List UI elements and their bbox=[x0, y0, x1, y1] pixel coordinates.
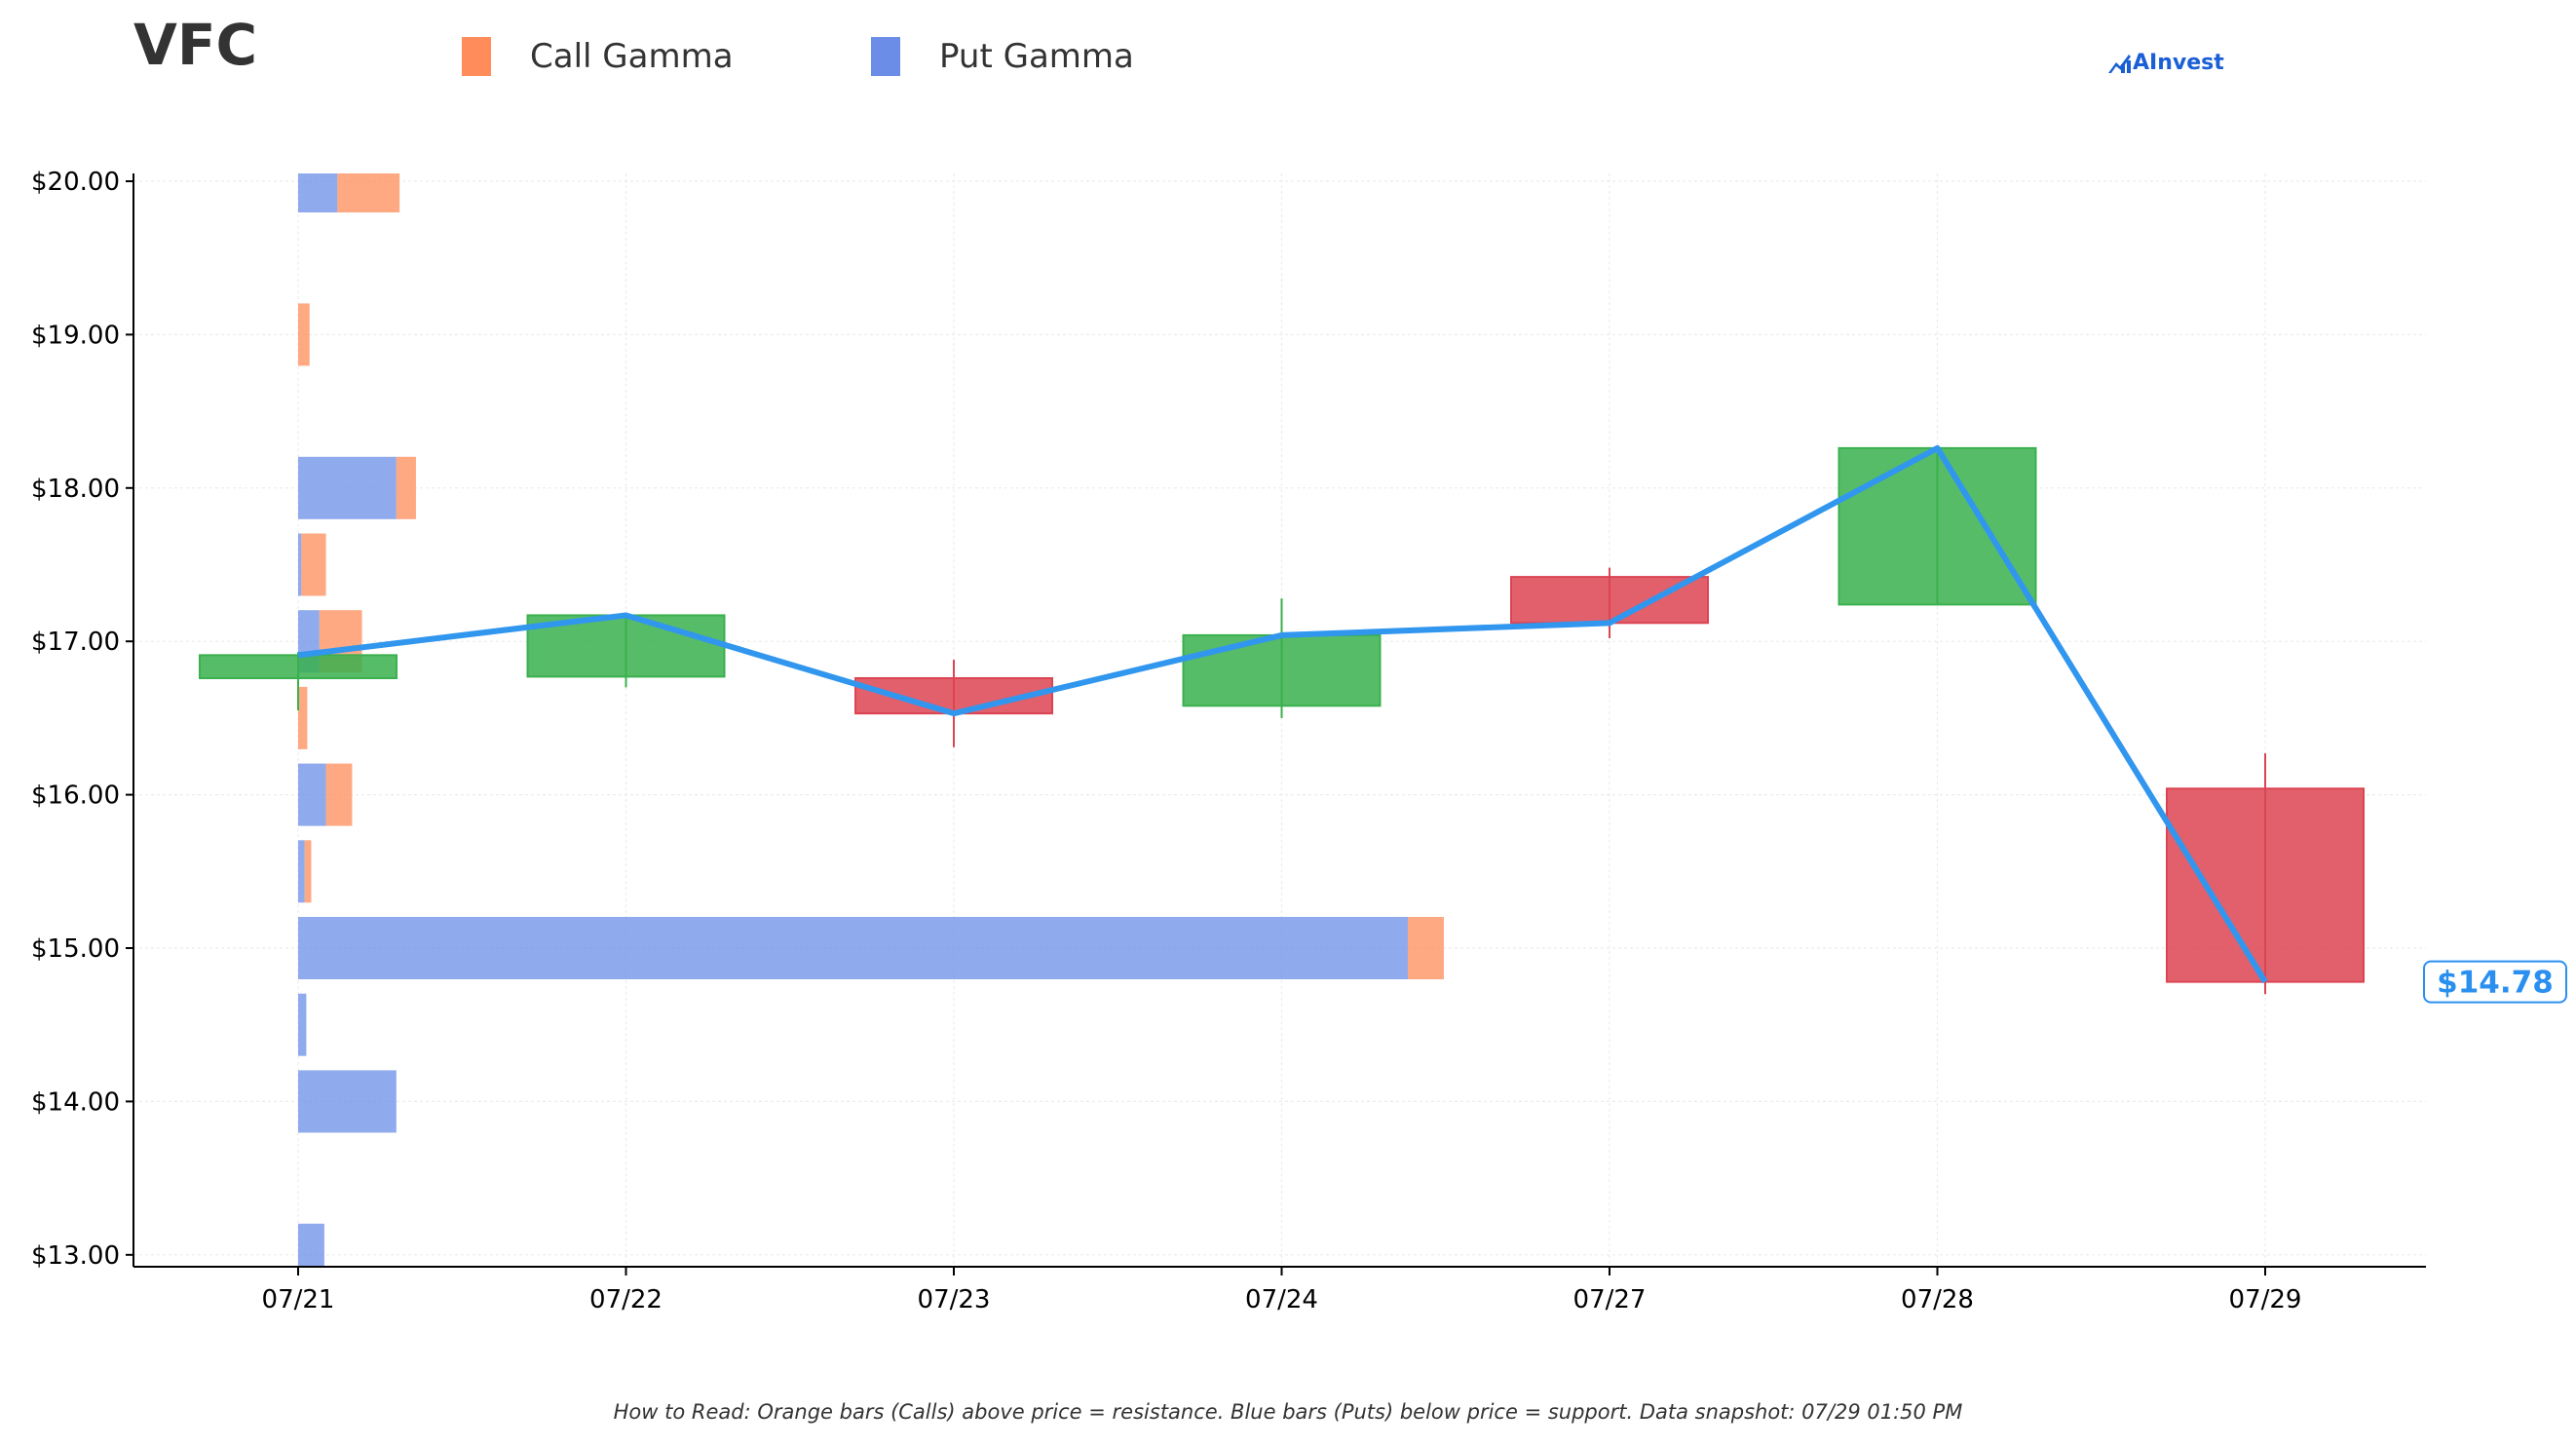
candle-body-0 bbox=[199, 654, 398, 679]
put-gamma-bar-10 bbox=[298, 1070, 397, 1133]
footnote: How to Read: Orange bars (Calls) above p… bbox=[613, 1400, 1963, 1424]
y-tick-label-4: $17.00 bbox=[31, 628, 120, 657]
brand-name: AInvest bbox=[2133, 51, 2224, 75]
y-tick-label-3: $16.00 bbox=[31, 781, 120, 811]
current-price-label: $14.78 bbox=[2437, 966, 2554, 1001]
legend-put-label: Put Gamma bbox=[939, 37, 1134, 76]
put-gamma-bar-0 bbox=[298, 173, 338, 212]
y-tick-label-6: $19.00 bbox=[31, 321, 120, 350]
candle-body-6 bbox=[2166, 787, 2365, 983]
x-tick-label-1: 07/22 bbox=[589, 1285, 663, 1314]
brand-logo: AInvest bbox=[2107, 51, 2224, 75]
call-gamma-bar-6 bbox=[325, 763, 353, 826]
call-gamma-bar-8 bbox=[1408, 917, 1444, 979]
y-tick-label-2: $15.00 bbox=[31, 934, 120, 964]
put-gamma-bar-7 bbox=[298, 840, 305, 903]
x-tick-label-6: 07/29 bbox=[2229, 1285, 2302, 1314]
brand-chart-icon bbox=[2108, 54, 2131, 73]
call-gamma-bar-7 bbox=[304, 840, 312, 903]
y-tick-label-1: $14.00 bbox=[31, 1087, 120, 1117]
legend-call-label: Call Gamma bbox=[530, 37, 734, 76]
current-price-box bbox=[2423, 960, 2567, 1004]
call-gamma-bar-5 bbox=[298, 686, 308, 749]
x-tick-label-4: 07/27 bbox=[1573, 1285, 1647, 1314]
put-gamma-bar-6 bbox=[298, 763, 326, 826]
call-gamma-bar-1 bbox=[298, 303, 310, 366]
x-tick-label-3: 07/24 bbox=[1245, 1285, 1318, 1314]
put-gamma-bar-3 bbox=[298, 533, 302, 596]
call-gamma-bar-0 bbox=[337, 173, 400, 212]
candle-body-4 bbox=[1510, 576, 1709, 625]
y-tick-label-5: $18.00 bbox=[31, 475, 120, 504]
x-tick-label-0: 07/21 bbox=[262, 1285, 335, 1314]
put-gamma-bar-2 bbox=[298, 456, 397, 519]
close-price-line bbox=[297, 444, 2268, 984]
call-gamma-bar-3 bbox=[301, 533, 326, 596]
y-tick-label-0: $13.00 bbox=[31, 1241, 120, 1271]
call-gamma-bar-2 bbox=[396, 456, 416, 519]
x-tick-label-2: 07/23 bbox=[918, 1285, 991, 1314]
chart-title: VFC bbox=[133, 12, 258, 78]
x-tick-label-5: 07/28 bbox=[1901, 1285, 1974, 1314]
put-gamma-bar-8 bbox=[298, 917, 1408, 979]
legend-call-gamma: Call Gamma bbox=[462, 35, 734, 78]
y-tick-label-7: $20.00 bbox=[31, 168, 120, 197]
legend-put-gamma: Put Gamma bbox=[871, 35, 1134, 78]
candle-body-5 bbox=[1837, 446, 2037, 606]
put-gamma-bar-11 bbox=[298, 1223, 324, 1267]
legend-put-swatch bbox=[871, 37, 900, 76]
candle-body-3 bbox=[1182, 633, 1382, 707]
legend-call-swatch bbox=[462, 37, 491, 76]
put-gamma-bar-9 bbox=[298, 993, 307, 1056]
